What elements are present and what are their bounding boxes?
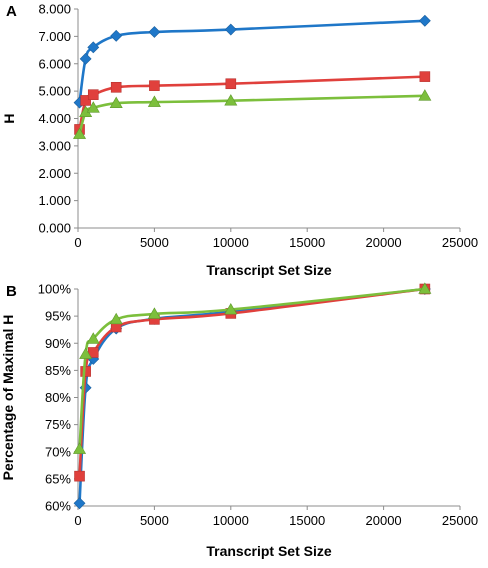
y-tick-label: 0.000 bbox=[38, 221, 71, 236]
data-point-marker bbox=[109, 312, 123, 325]
data-point-marker bbox=[79, 347, 93, 359]
data-point-marker bbox=[419, 71, 431, 82]
series-line bbox=[78, 287, 425, 450]
series-line bbox=[78, 94, 425, 135]
data-point-marker bbox=[224, 94, 238, 106]
x-tick-label: 25000 bbox=[442, 235, 478, 250]
x-tick-label: 20000 bbox=[366, 513, 402, 528]
x-tick-label: 15000 bbox=[289, 513, 325, 528]
y-tick-label: 65% bbox=[45, 471, 71, 486]
y-tick-label: 4.000 bbox=[38, 111, 71, 126]
series-triangle bbox=[73, 282, 432, 454]
y-tick-label: 60% bbox=[45, 499, 71, 514]
data-point-marker bbox=[86, 101, 100, 113]
series-triangle bbox=[73, 89, 432, 139]
x-tick-label: 10000 bbox=[213, 513, 249, 528]
y-tick-label: 3.000 bbox=[38, 138, 71, 153]
x-tick-label: 0 bbox=[74, 235, 81, 250]
data-point-marker bbox=[87, 89, 99, 100]
data-point-marker bbox=[110, 81, 122, 93]
chart-panel-a: A 0.000 1.000 2.000 3.000 4.000 5.000 6.000 7.00… bbox=[1, 2, 478, 279]
y-tick-label: 70% bbox=[45, 444, 71, 459]
data-point-marker bbox=[73, 497, 86, 510]
data-point-marker bbox=[110, 29, 123, 42]
x-tick-label: 15000 bbox=[289, 235, 325, 250]
y-tick-label: 100% bbox=[38, 282, 72, 297]
data-point-marker bbox=[147, 307, 161, 319]
chart-panel-b: B 60% 65% 70% 75% 80% 85% 90% 95% 100% 0 5000 10000 1… bbox=[0, 282, 478, 560]
data-point-marker bbox=[149, 80, 160, 91]
series-line bbox=[78, 287, 426, 477]
data-point-marker bbox=[418, 14, 431, 27]
y-tick-label: 80% bbox=[45, 390, 71, 405]
series-diamond bbox=[73, 14, 431, 109]
x-tick-label: 25000 bbox=[442, 513, 478, 528]
data-point-marker bbox=[73, 127, 87, 139]
y-tick-label: 1.000 bbox=[38, 193, 71, 208]
x-tick-label: 0 bbox=[74, 513, 81, 528]
data-point-marker bbox=[224, 23, 237, 36]
data-point-marker bbox=[74, 470, 85, 482]
data-point-marker bbox=[86, 332, 100, 344]
panel-label: A bbox=[6, 3, 17, 20]
y-tick-label: 7.000 bbox=[38, 29, 71, 44]
x-tick-label: 20000 bbox=[366, 235, 402, 250]
series-square bbox=[74, 283, 431, 482]
series-line bbox=[78, 19, 425, 103]
data-point-marker bbox=[148, 26, 161, 38]
y-tick-label: 8.000 bbox=[38, 2, 71, 17]
y-tick-label: 95% bbox=[45, 309, 71, 324]
x-axis-label: Transcript Set Size bbox=[206, 543, 331, 559]
data-point-marker bbox=[87, 41, 100, 54]
y-tick-label: 2.000 bbox=[38, 166, 71, 181]
data-point-marker bbox=[418, 89, 432, 101]
y-tick-label: 75% bbox=[45, 417, 71, 432]
y-tick-label: 5.000 bbox=[38, 84, 71, 99]
data-point-marker bbox=[147, 95, 161, 107]
data-point-marker bbox=[73, 442, 87, 454]
data-point-marker bbox=[80, 95, 91, 106]
y-axis-label: H bbox=[1, 113, 17, 123]
y-tick-label: 90% bbox=[45, 336, 71, 351]
x-tick-label: 5000 bbox=[140, 513, 169, 528]
x-tick-label: 10000 bbox=[213, 235, 249, 250]
data-point-marker bbox=[224, 303, 238, 315]
x-axis-label: Transcript Set Size bbox=[206, 262, 331, 278]
y-axis-label: Percentage of Maximal H bbox=[0, 315, 16, 481]
y-tick-label: 6.000 bbox=[38, 56, 71, 71]
data-point-marker bbox=[79, 52, 92, 65]
panel-label: B bbox=[6, 283, 17, 300]
y-tick-label: 85% bbox=[45, 363, 71, 378]
data-point-marker bbox=[109, 96, 123, 108]
data-point-marker bbox=[225, 78, 237, 90]
x-tick-label: 5000 bbox=[140, 235, 169, 250]
data-point-marker bbox=[418, 282, 432, 294]
